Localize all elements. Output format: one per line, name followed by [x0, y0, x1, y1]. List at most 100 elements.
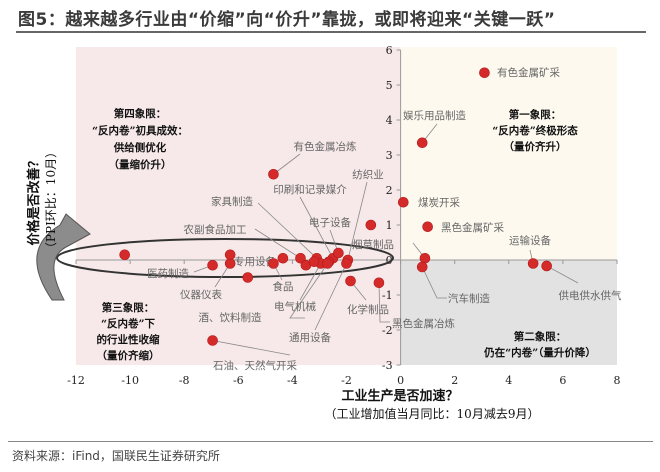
y-tick-label: -3	[382, 359, 393, 372]
y-tick-label: 1	[386, 219, 393, 232]
x-tick-label: 6	[559, 374, 566, 387]
quadrant-q1-text: （量价齐升）	[504, 140, 567, 153]
y-tick-label: 4	[386, 114, 393, 127]
data-point	[295, 252, 306, 264]
data-point	[322, 258, 333, 269]
quadrant-1-bg	[400, 47, 617, 260]
point-label: 电子设备	[309, 216, 351, 229]
point-label: 石油、天然气开采	[213, 359, 297, 372]
data-point	[373, 277, 385, 289]
point-label: 医药制造	[147, 267, 189, 280]
point-label: 有色金属矿采	[497, 66, 560, 79]
quadrant-q3-text: 第三象限：	[102, 301, 155, 314]
curved-arrow-icon	[36, 213, 91, 301]
point-label: 化学制品	[347, 303, 389, 316]
data-point	[416, 137, 428, 149]
point-label: 黑色金属矿采	[441, 221, 504, 234]
point-label: 通用设备	[289, 331, 331, 344]
x-tick-label: -12	[67, 374, 85, 387]
point-label: 有色金属冶炼	[294, 140, 357, 153]
data-point	[419, 252, 431, 264]
quadrant-q3-text: 的行业性收缩	[97, 333, 160, 346]
x-tick-label: 4	[505, 374, 512, 387]
data-point	[119, 249, 130, 261]
data-point	[541, 260, 552, 272]
point-label: 煤炭开采	[418, 196, 460, 209]
highlight-ellipse	[56, 238, 394, 278]
point-label: 食品	[273, 280, 294, 293]
point-label: 电气机械	[274, 300, 316, 313]
source-divider	[8, 441, 653, 442]
data-point	[398, 196, 409, 208]
quadrant-q3-text: “反内卷”下	[101, 317, 156, 330]
quadrant-q2-text: 仍在“内卷”（量升价降）	[483, 346, 596, 359]
y-tick-label: 5	[386, 79, 393, 92]
point-label: 娱乐用品制造	[403, 109, 466, 122]
data-point	[416, 261, 428, 273]
x-tick-label: 0	[397, 374, 404, 387]
x-tick-label: -10	[121, 374, 139, 387]
data-point	[268, 258, 279, 269]
y-axis-subtitle: （PPI环比：10月）	[44, 146, 58, 254]
point-label: 农副食品加工	[184, 223, 247, 236]
point-label: 供电供水供气	[559, 289, 622, 302]
data-point	[479, 67, 490, 79]
x-tick-label: 2	[451, 374, 458, 387]
quadrant-q4-text: 第四象限：	[114, 107, 167, 120]
leader-line	[212, 340, 291, 356]
data-point	[224, 249, 236, 261]
y-tick-label: 2	[386, 184, 393, 197]
point-label: 酒、饮料制造	[199, 311, 262, 324]
quadrant-q4-text: “反内卷”初具成效：	[92, 124, 188, 137]
data-point	[333, 247, 344, 259]
x-tick-label: -6	[233, 374, 244, 387]
x-tick-label: 8	[614, 374, 621, 387]
x-axis-title: 工业生产是否加速？	[341, 388, 458, 404]
data-point	[268, 168, 279, 180]
point-label: 印刷和记录媒介	[273, 183, 347, 196]
y-tick-label: -2	[382, 324, 393, 337]
y-axis-title: 价格是否改善？	[26, 154, 42, 245]
point-label: 运输设备	[509, 234, 551, 247]
leader-line	[314, 263, 347, 331]
scatter-chart: -12 -10 -8 -6 -4 -2 0 2 4 6 8-3-2-10123456工业生产是否加速…	[26, 44, 622, 421]
x-tick-label: -4	[287, 374, 298, 387]
leader-line	[421, 266, 447, 299]
leader-line	[378, 282, 390, 323]
quadrant-q1-text: 第一象限：	[509, 108, 562, 121]
y-tick-label: -1	[382, 289, 393, 302]
figure-title: 图5：越来越多行业由“价缩”向“价升”靠拢，或即将迎来“关键一跃”	[18, 10, 556, 30]
leader-line	[299, 196, 334, 259]
data-point	[527, 258, 539, 269]
quadrant-2-bg	[400, 260, 617, 365]
point-label: 仪器仪表	[180, 288, 222, 301]
data-point	[242, 272, 254, 283]
point-label: 纺织业	[352, 168, 384, 181]
x-tick-label: -8	[179, 374, 190, 387]
quadrant-q3-text: （量价齐缩）	[97, 349, 160, 362]
source-note: 资料来源：iFind，国联民生证券研究所	[12, 449, 220, 463]
leader-line	[347, 181, 368, 261]
quadrant-left-bg	[76, 47, 401, 365]
point-label: 黑色金属冶炼	[392, 317, 455, 330]
title-divider	[16, 31, 646, 33]
x-axis-subtitle: （工业增加值当月同比：10月减去9月）	[325, 406, 540, 421]
data-point	[365, 219, 377, 231]
point-label: 家具制造	[211, 195, 253, 208]
quadrant-q4-text: （量缩价升）	[109, 158, 172, 171]
data-point	[207, 259, 218, 271]
leader-line	[546, 265, 579, 284]
quadrant-q2-text: 第二象限：	[514, 330, 567, 343]
point-label: 汽车制造	[448, 292, 490, 305]
leader-line	[289, 261, 330, 319]
leader-line	[254, 228, 301, 259]
data-point	[422, 221, 433, 233]
leader-line	[299, 263, 322, 301]
data-point	[277, 252, 289, 264]
data-point	[308, 256, 320, 268]
y-tick-label: 3	[386, 149, 393, 162]
data-point	[345, 275, 356, 287]
quadrant-q4-text: 供给侧优化	[113, 141, 167, 154]
data-point	[341, 258, 352, 269]
